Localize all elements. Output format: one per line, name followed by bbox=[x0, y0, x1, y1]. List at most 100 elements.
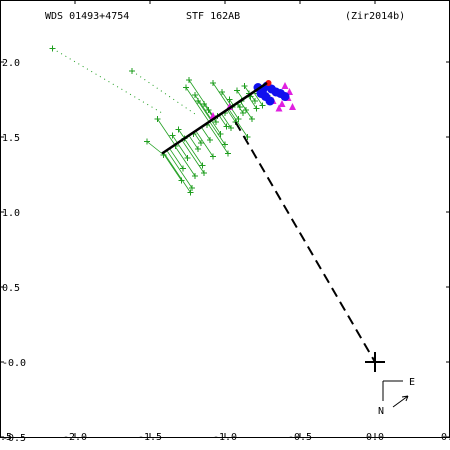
orbit-lines bbox=[161, 81, 376, 363]
magenta-point bbox=[281, 82, 289, 89]
wds-identifier: WDS 01493+4754 bbox=[45, 11, 130, 22]
green-observations bbox=[49, 45, 273, 196]
orbit-reference: (Zir2014b) bbox=[345, 11, 406, 22]
green-point bbox=[259, 102, 266, 109]
residual-line bbox=[247, 95, 257, 109]
magenta-point bbox=[289, 103, 296, 110]
compass-axes bbox=[382, 380, 403, 401]
y-tick-label: -0.0 bbox=[2, 358, 26, 369]
green-point bbox=[180, 165, 186, 172]
residual-line bbox=[177, 142, 188, 159]
residual-line bbox=[226, 109, 236, 123]
residual-line bbox=[253, 91, 263, 106]
green-point bbox=[225, 150, 231, 157]
residual-line bbox=[209, 121, 226, 145]
green-point bbox=[243, 107, 249, 113]
green-point bbox=[237, 104, 243, 110]
x-tick-label: 0.0 bbox=[366, 432, 384, 443]
y-tick-label: 2.0 bbox=[2, 58, 20, 69]
y-tick-label: -0.5 bbox=[2, 433, 26, 444]
residual-line bbox=[211, 120, 221, 135]
green-point bbox=[195, 98, 201, 104]
residual-line bbox=[221, 113, 232, 129]
green-point bbox=[201, 101, 207, 107]
residual-line bbox=[169, 148, 184, 169]
plot-frame bbox=[0, 0, 450, 438]
green-point bbox=[186, 77, 192, 83]
residual-line bbox=[250, 93, 256, 102]
residual-line bbox=[218, 115, 227, 127]
green-point bbox=[129, 68, 135, 74]
residual-line bbox=[163, 152, 191, 193]
green-point bbox=[184, 155, 191, 161]
green-point bbox=[144, 138, 150, 145]
fitted-orbit-line bbox=[161, 81, 268, 155]
green-point bbox=[49, 45, 56, 52]
magenta-point bbox=[278, 100, 286, 107]
residual-line bbox=[236, 90, 244, 100]
compass-rose: EN bbox=[378, 377, 415, 417]
green-point bbox=[240, 110, 246, 116]
y-tick-label: 1.0 bbox=[2, 208, 20, 219]
compass-north-label: N bbox=[378, 406, 384, 417]
green-point bbox=[201, 170, 207, 176]
residual-line bbox=[146, 141, 163, 154]
residual-line bbox=[188, 135, 199, 150]
blue-point bbox=[256, 89, 266, 98]
green-point bbox=[244, 134, 251, 140]
blue-observations bbox=[253, 81, 290, 106]
magenta-point bbox=[275, 104, 283, 112]
green-point bbox=[192, 92, 198, 98]
green-point bbox=[223, 123, 230, 130]
residual-line bbox=[178, 129, 185, 139]
residual-line bbox=[185, 87, 210, 123]
y-tick-label: 0.5 bbox=[2, 283, 20, 294]
green-point bbox=[210, 153, 216, 160]
green-point bbox=[253, 105, 260, 112]
green-point bbox=[178, 177, 185, 184]
residual-line bbox=[184, 138, 203, 166]
compass-east-label: E bbox=[409, 377, 415, 388]
green-point bbox=[187, 189, 194, 196]
green-point bbox=[192, 173, 198, 179]
residual-line bbox=[207, 122, 229, 154]
primary-star-marker bbox=[365, 352, 385, 372]
x-tick-label: -0.5 bbox=[288, 432, 312, 443]
green-point bbox=[199, 162, 206, 169]
green-point bbox=[235, 116, 242, 122]
pair-designation: STF 162AB bbox=[186, 11, 241, 22]
x-tick-label: 0.5 bbox=[441, 432, 450, 443]
residual-line bbox=[162, 152, 182, 181]
green-point bbox=[249, 116, 255, 122]
residual-line bbox=[197, 100, 212, 121]
x-tick-label: -1.0 bbox=[213, 432, 237, 443]
green-point bbox=[252, 98, 258, 104]
green-point bbox=[189, 185, 195, 191]
motion-arrow-icon bbox=[392, 395, 409, 408]
green-point bbox=[228, 125, 234, 131]
green-point bbox=[154, 116, 161, 122]
x-tick-label: -2.0 bbox=[63, 432, 87, 443]
x-tick-label: -1.5 bbox=[138, 432, 162, 443]
green-point bbox=[217, 131, 224, 137]
residual-line bbox=[166, 150, 193, 189]
blue-point bbox=[265, 96, 275, 106]
green-point bbox=[219, 89, 225, 95]
residual-line bbox=[239, 100, 247, 111]
green-point bbox=[175, 126, 182, 133]
green-point bbox=[195, 146, 201, 152]
plot-border bbox=[0, 0, 450, 438]
outlier-dotted-lines bbox=[52, 48, 199, 117]
residual-line bbox=[201, 126, 211, 141]
residual-line bbox=[212, 82, 231, 109]
green-point bbox=[226, 96, 233, 103]
outlier-line bbox=[52, 48, 163, 114]
residual-line bbox=[195, 130, 214, 157]
residual-line bbox=[188, 79, 215, 119]
green-point bbox=[183, 84, 189, 91]
green-point bbox=[198, 140, 204, 146]
y-tick-label: 1.5 bbox=[2, 133, 20, 144]
projection-dashed-line bbox=[234, 121, 376, 363]
